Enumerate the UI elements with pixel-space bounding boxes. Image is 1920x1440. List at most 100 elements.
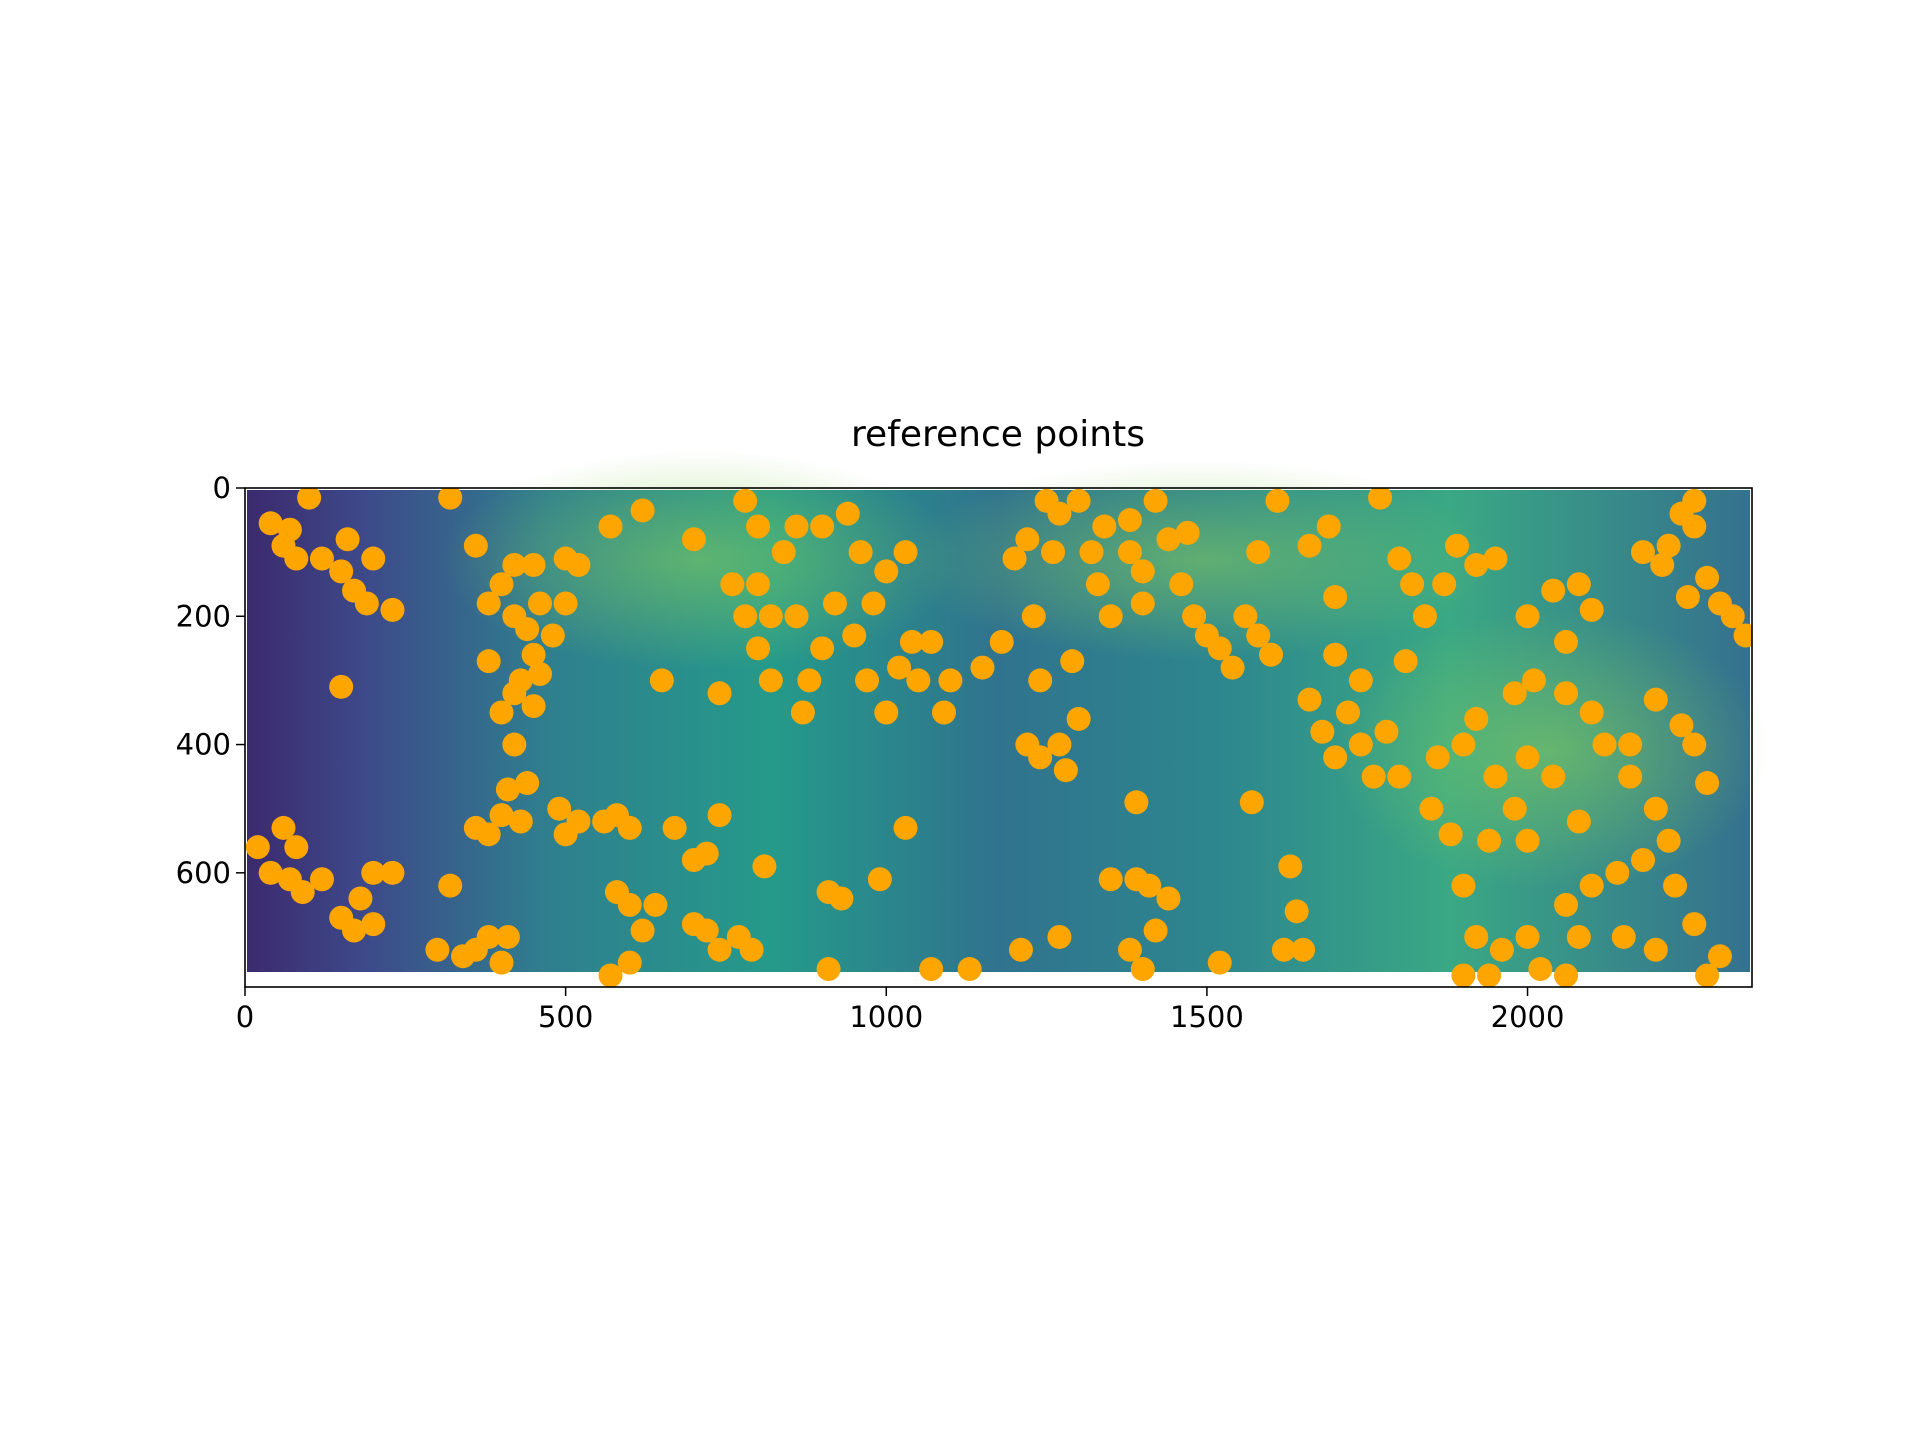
reference-point — [867, 867, 892, 892]
reference-point — [1663, 873, 1688, 898]
reference-point — [508, 809, 533, 834]
reference-point — [681, 527, 706, 552]
reference-point — [1541, 578, 1566, 603]
reference-point — [1374, 719, 1399, 744]
reference-point — [1554, 963, 1579, 987]
reference-point — [739, 937, 764, 962]
reference-point — [1682, 912, 1707, 937]
reference-point — [1554, 629, 1579, 654]
reference-point — [1156, 527, 1181, 552]
reference-point — [1554, 892, 1579, 917]
reference-point — [566, 552, 591, 577]
reference-point — [1618, 764, 1643, 789]
reference-point — [1630, 848, 1655, 873]
reference-point — [297, 488, 322, 510]
reference-point — [1028, 668, 1053, 693]
reference-point — [957, 957, 982, 982]
reference-point — [1316, 514, 1341, 539]
reference-point — [1682, 732, 1707, 757]
reference-point — [1098, 867, 1123, 892]
reference-point — [733, 488, 758, 513]
reference-point — [752, 854, 777, 879]
reference-point — [1502, 796, 1527, 821]
reference-point — [1130, 591, 1155, 616]
reference-point — [893, 540, 918, 565]
reference-point — [380, 597, 405, 622]
reference-point — [855, 668, 880, 693]
y-tick-label: 0 — [213, 471, 231, 505]
reference-point — [861, 591, 886, 616]
reference-point — [521, 642, 546, 667]
reference-point — [527, 662, 552, 687]
reference-point — [1451, 873, 1476, 898]
reference-point — [1393, 649, 1418, 674]
reference-point — [1297, 687, 1322, 712]
reference-point — [1291, 937, 1316, 962]
x-tick-label: 500 — [538, 1000, 593, 1034]
reference-point — [1566, 809, 1591, 834]
reference-point — [1707, 944, 1732, 969]
reference-point — [502, 681, 527, 706]
reference-point — [1015, 527, 1040, 552]
reference-point — [258, 860, 283, 885]
reference-point — [989, 629, 1014, 654]
reference-point — [1053, 758, 1078, 783]
reference-point — [1579, 597, 1604, 622]
reference-point — [290, 880, 315, 905]
reference-point — [1579, 873, 1604, 898]
reference-point — [822, 591, 847, 616]
reference-point — [489, 950, 514, 975]
reference-point — [1348, 668, 1373, 693]
reference-point — [1047, 732, 1072, 757]
reference-point — [463, 533, 488, 558]
reference-point — [758, 668, 783, 693]
reference-point — [1643, 796, 1668, 821]
reference-point — [354, 591, 379, 616]
reference-point — [495, 777, 520, 802]
reference-point — [476, 822, 501, 847]
reference-point — [1605, 860, 1630, 885]
x-tick-label: 1000 — [849, 1000, 923, 1034]
reference-point — [617, 950, 642, 975]
reference-point — [707, 937, 732, 962]
x-tick-label: 1500 — [1170, 1000, 1244, 1034]
reference-point — [874, 559, 899, 584]
reference-point — [1008, 937, 1033, 962]
reference-point — [1643, 687, 1668, 712]
reference-point — [1278, 854, 1303, 879]
reference-point — [1669, 713, 1694, 738]
reference-point — [1387, 764, 1412, 789]
reference-point — [1207, 950, 1232, 975]
reference-point — [1246, 540, 1271, 565]
reference-point — [1720, 604, 1745, 629]
reference-point — [694, 918, 719, 943]
reference-point — [1464, 706, 1489, 731]
reference-point — [502, 552, 527, 577]
reference-point — [380, 860, 405, 885]
reference-point — [284, 546, 309, 571]
reference-point — [1348, 732, 1373, 757]
reference-point — [1656, 828, 1681, 853]
reference-point — [707, 681, 732, 706]
reference-point — [502, 732, 527, 757]
reference-point — [425, 937, 450, 962]
reference-point — [1265, 488, 1290, 513]
reference-point — [797, 668, 822, 693]
reference-point — [1618, 732, 1643, 757]
reference-point — [1297, 533, 1322, 558]
reference-point — [784, 514, 809, 539]
x-tick-label: 2000 — [1491, 1000, 1565, 1034]
reference-point — [309, 867, 334, 892]
reference-point — [1650, 552, 1675, 577]
reference-point — [1675, 585, 1700, 610]
reference-point — [893, 815, 918, 840]
reference-point — [1695, 963, 1720, 987]
reference-point — [1021, 604, 1046, 629]
reference-point — [1643, 937, 1668, 962]
reference-point — [598, 963, 623, 987]
reference-point — [707, 803, 732, 828]
reference-point — [1630, 540, 1655, 565]
reference-point — [1464, 924, 1489, 949]
reference-point — [758, 604, 783, 629]
